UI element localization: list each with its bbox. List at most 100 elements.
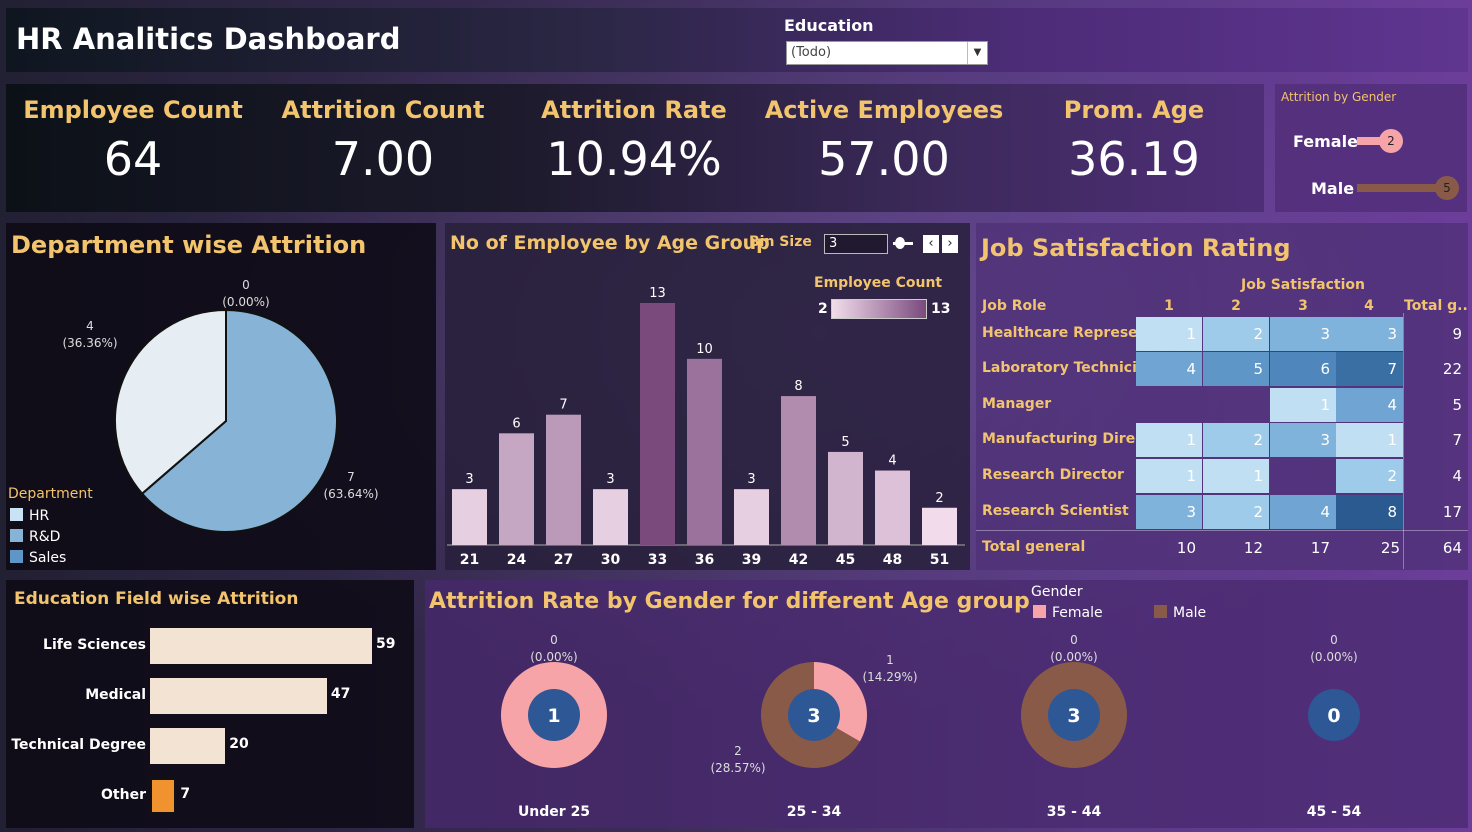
age-bar-24[interactable] [499, 433, 534, 545]
age-bar-value-label: 2 [935, 491, 943, 506]
heatmap-cell[interactable]: 1 [1203, 459, 1269, 493]
age-bar-33[interactable] [640, 303, 675, 545]
age-bar-36[interactable] [687, 358, 722, 545]
col-header-3: 3 [1298, 298, 1308, 314]
legend-item-hr[interactable]: HR [10, 508, 49, 524]
legend-item-female[interactable]: Female [1033, 605, 1103, 621]
job-role-label: Manufacturing Direc.. [982, 431, 1155, 447]
chevron-left-icon[interactable]: ‹ [923, 235, 939, 253]
legend-min: 2 [818, 301, 828, 317]
legend-item-male[interactable]: Male [1154, 605, 1206, 621]
heatmap-cell[interactable]: 4 [1136, 352, 1202, 386]
chevron-right-icon[interactable]: › [942, 235, 958, 253]
donut-center[interactable] [1048, 689, 1100, 741]
donut-center-value: 3 [807, 705, 820, 727]
heatmap-cell[interactable]: 2 [1203, 495, 1269, 529]
education-field-value: 59 [376, 636, 396, 652]
kpi-label: Employee Count [23, 96, 243, 124]
donut-center[interactable] [528, 689, 580, 741]
education-field-bar[interactable] [150, 728, 226, 764]
age-bar-48[interactable] [875, 470, 910, 545]
education-field-value: 20 [229, 736, 249, 752]
age-bar-30[interactable] [593, 489, 628, 545]
age-tick-label: 51 [930, 552, 949, 568]
legend-item-rnd[interactable]: R&D [10, 529, 60, 545]
total-column-divider [1403, 313, 1404, 569]
heatmap-cell[interactable]: 4 [1270, 495, 1336, 529]
gender-value-male[interactable]: 5 [1435, 176, 1459, 200]
age-tick-label: 21 [460, 552, 479, 568]
kpi-label: Prom. Age [1063, 96, 1205, 124]
donut-center[interactable] [1308, 689, 1360, 741]
job-satisfaction-title: Job Satisfaction Rating [981, 234, 1291, 262]
age-bar-39[interactable] [734, 489, 769, 545]
age-bar-45[interactable] [828, 451, 863, 545]
bin-size-label: Bin Size [749, 234, 812, 250]
donut-label-male: 2 (28.57%) [710, 744, 766, 776]
education-field-bar[interactable] [150, 628, 372, 664]
education-field-bar[interactable] [150, 778, 177, 814]
donut-label-female: 0 (0.00%) [1310, 633, 1358, 665]
heatmap-cell[interactable]: 3 [1336, 317, 1403, 351]
gender-bar-male[interactable] [1357, 184, 1447, 192]
grand-total-overall: 64 [1442, 539, 1462, 557]
pie-label-hr: 0 (0.00%) [222, 278, 270, 310]
education-field-label: Life Sciences [43, 637, 146, 653]
education-field-title: Education Field wise Attrition [14, 589, 299, 609]
job-satisfaction-panel: Job Satisfaction Rating Job Satisfaction… [976, 223, 1468, 570]
dashboard-title: HR Analitics Dashboard [16, 22, 401, 56]
slider-handle[interactable] [895, 237, 905, 249]
age-tick-label: 24 [507, 552, 527, 568]
age-tick-label: 48 [883, 552, 902, 568]
grand-total-label: Total general [982, 539, 1086, 555]
education-field-label: Technical Degree [11, 737, 146, 753]
department-attrition-title: Department wise Attrition [11, 231, 367, 259]
education-field-bar[interactable] [150, 678, 327, 714]
legend-item-sales[interactable]: Sales [10, 550, 66, 566]
age-bar-42[interactable] [781, 396, 816, 545]
grand-total-2: 12 [1243, 539, 1263, 557]
legend-swatch [10, 550, 23, 563]
pie-slice-sales[interactable] [140, 308, 338, 533]
heatmap-cell[interactable]: 4 [1336, 388, 1403, 422]
heatmap-cell[interactable]: 7 [1336, 352, 1403, 386]
heatmap-cell[interactable]: 6 [1270, 352, 1336, 386]
employee-count-legend-title: Employee Count [814, 275, 943, 291]
heatmap-cell[interactable]: 8 [1336, 495, 1403, 529]
bin-size-input[interactable]: 3 [824, 234, 888, 254]
department-pie-chart [114, 308, 338, 533]
heatmap-cell[interactable]: 3 [1270, 423, 1336, 457]
pie-slice-rnd[interactable] [114, 308, 227, 496]
heatmap-cell[interactable]: 1 [1136, 317, 1202, 351]
age-bar-51[interactable] [922, 507, 957, 545]
education-filter-value: (Todo) [791, 45, 832, 60]
attrition-by-gender-panel: Attrition by Gender Female 2 Male 5 [1275, 84, 1467, 212]
education-filter-dropdown[interactable]: (Todo) ▼ [786, 41, 988, 65]
gender-bar-female[interactable] [1357, 137, 1389, 145]
chevron-down-icon[interactable]: ▼ [967, 42, 987, 64]
heatmap-cell[interactable]: 2 [1203, 317, 1269, 351]
heatmap-cell[interactable]: 3 [1270, 317, 1336, 351]
kpi-value: 7.00 [331, 132, 435, 186]
heatmap-cell[interactable]: 1 [1136, 459, 1202, 493]
heatmap-cell[interactable]: 1 [1136, 423, 1202, 457]
kpi-label: Attrition Count [281, 96, 485, 124]
age-bar-21[interactable] [452, 489, 487, 545]
job-satisfaction-column-group: Job Satisfaction [1241, 277, 1365, 293]
education-field-value: 7 [180, 786, 191, 802]
education-field-label: Other [101, 787, 146, 803]
heatmap-cell[interactable]: 2 [1336, 459, 1403, 493]
heatmap-cell[interactable]: 5 [1203, 352, 1269, 386]
kpi-label: Attrition Rate [541, 96, 727, 124]
heatmap-cell[interactable]: 3 [1136, 495, 1202, 529]
dashboard-header: HR Analitics Dashboard Education (Todo) … [6, 8, 1468, 72]
education-field-value: 47 [330, 686, 351, 702]
education-field-panel: Education Field wise Attrition Life Scie… [6, 580, 414, 828]
donut-center[interactable] [788, 689, 840, 741]
age-bar-value-label: 5 [841, 435, 849, 450]
heatmap-cell[interactable]: 2 [1203, 423, 1269, 457]
heatmap-cell[interactable]: 1 [1336, 423, 1403, 457]
gender-value-female[interactable]: 2 [1379, 129, 1403, 153]
heatmap-cell[interactable]: 1 [1270, 388, 1336, 422]
age-bar-27[interactable] [546, 414, 581, 545]
